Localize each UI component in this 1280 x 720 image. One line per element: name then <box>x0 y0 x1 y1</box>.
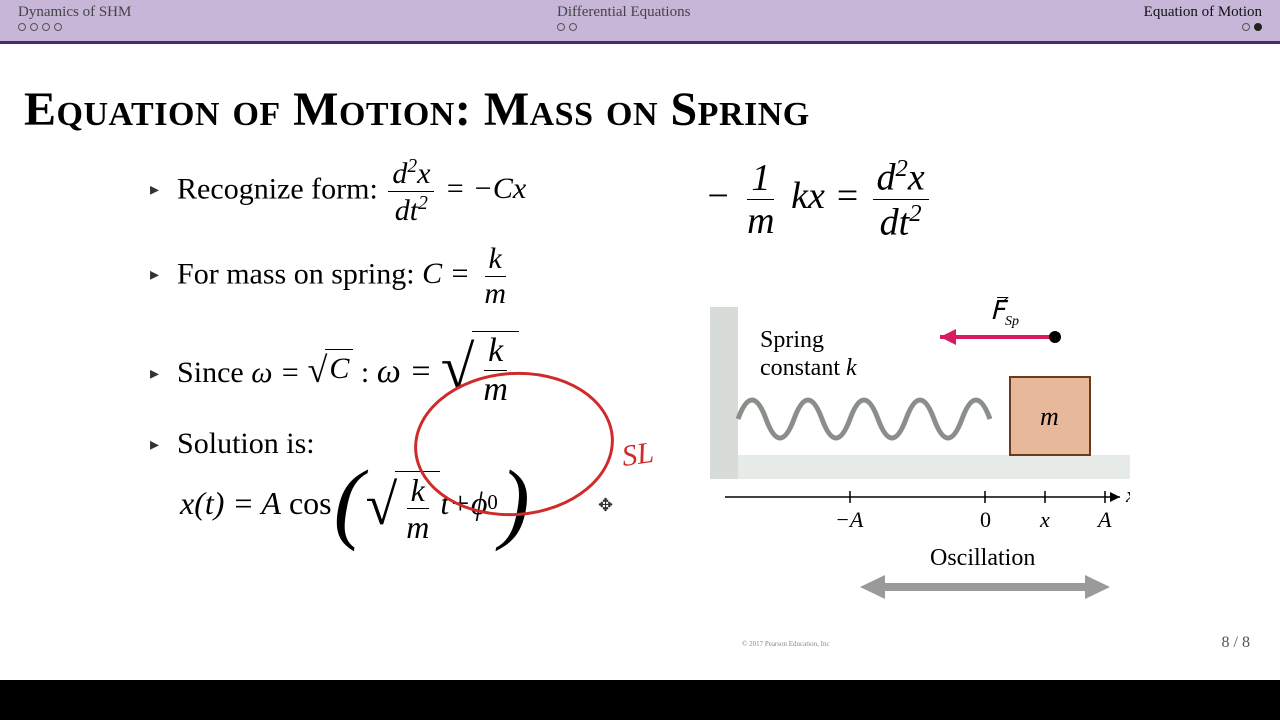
bullet-marker-icon: ▸ <box>150 363 159 384</box>
annotation-label: SL <box>620 436 656 474</box>
spring-label: Spring constant k <box>760 327 857 381</box>
bullet-marker-icon: ▸ <box>150 264 159 285</box>
bullet-list: ▸ Recognize form: d2x dt2 = −Cx ▸ For ma… <box>0 157 700 539</box>
oscillation-label: Oscillation <box>930 545 1035 571</box>
bullet-text: Recognize form: <box>177 172 385 205</box>
tick-label: A <box>1096 507 1112 532</box>
nav-progress-dots <box>18 23 131 31</box>
bullet-text: Since <box>177 356 251 389</box>
equation-newton-second-law: − 1 m kx = d2x dt2 <box>705 157 932 241</box>
equation-omega-sqrt-km: ω = √ k m <box>377 353 519 390</box>
spring-coils <box>738 400 990 438</box>
equation-solution: x(t) = A cos ( √ k m t + ϕ0 ) <box>180 467 700 539</box>
bullet-mass-spring: ▸ For mass on spring: C = k m <box>150 244 700 309</box>
floor-surface <box>710 455 1130 479</box>
bullet-recognize-form: ▸ Recognize form: d2x dt2 = −Cx <box>150 157 700 226</box>
equation-omega-sqrtc: ω = √C <box>251 356 361 389</box>
slide-title: Equation of Motion: Mass on Spring <box>24 82 1280 137</box>
nav-progress-dots <box>1144 23 1262 31</box>
nav-title: Differential Equations <box>557 4 690 21</box>
nav-progress-dots <box>557 23 690 31</box>
nav-section-diffeq[interactable]: Differential Equations <box>557 4 690 31</box>
nav-title: Equation of Motion <box>1144 4 1262 21</box>
nav-section-eqmotion[interactable]: Equation of Motion <box>1144 4 1262 31</box>
copyright-text: © 2017 Pearson Education, Inc <box>742 640 830 648</box>
force-arrow-origin <box>1049 331 1061 343</box>
force-arrow-head <box>940 329 956 345</box>
axis-arrowhead-icon <box>1110 492 1120 502</box>
mass-label: m <box>1040 402 1059 431</box>
right-panel: − 1 m kx = d2x dt2 F⃗Sp <box>700 157 1240 539</box>
cursor-icon: ✥ <box>598 495 613 516</box>
tick-label: x <box>1039 507 1050 532</box>
bullet-marker-icon: ▸ <box>150 179 159 200</box>
bullet-omega: ▸ Since ω = √C : ω = √ k m <box>150 327 700 403</box>
bullet-text: For mass on spring: <box>177 257 422 290</box>
tick-label: 0 <box>980 507 991 532</box>
equation-c-equals-km: C = k m <box>422 257 513 290</box>
page-number: 8 / 8 <box>1222 634 1250 652</box>
letterbox-bar <box>0 680 1280 720</box>
equation-recognize-form: d2x dt2 = −Cx <box>385 172 526 205</box>
tick-label: −A <box>835 507 864 532</box>
axis-label: x <box>1125 482 1130 507</box>
bullet-marker-icon: ▸ <box>150 434 159 455</box>
nav-title: Dynamics of SHM <box>18 4 131 21</box>
spring-mass-diagram: F⃗Sp Spring constant k m x <box>700 297 1130 627</box>
bullet-text: Solution is: <box>177 427 315 461</box>
wall <box>710 307 738 479</box>
bullet-text: : <box>361 356 377 389</box>
slide-content: ▸ Recognize form: d2x dt2 = −Cx ▸ For ma… <box>0 157 1280 539</box>
section-navbar: Dynamics of SHM Differential Equations E… <box>0 0 1280 44</box>
force-label: F⃗Sp <box>990 297 1019 329</box>
bullet-solution: ▸ Solution is: <box>150 427 700 461</box>
nav-section-dynamics[interactable]: Dynamics of SHM <box>18 4 131 31</box>
